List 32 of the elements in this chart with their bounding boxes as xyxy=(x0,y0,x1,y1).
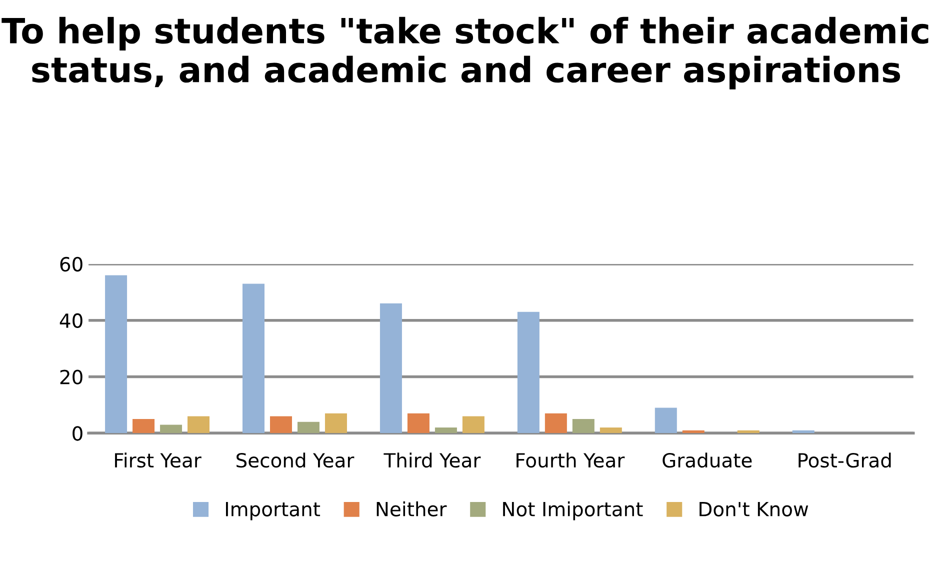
x-tick-label: First Year xyxy=(115,452,202,468)
y-tick-label: 20 xyxy=(60,370,82,384)
bar xyxy=(105,275,128,434)
bar xyxy=(188,416,210,434)
bar xyxy=(380,303,402,434)
bar xyxy=(242,284,264,434)
bar xyxy=(132,419,155,434)
y-tick-label: 0 xyxy=(72,426,82,441)
x-tick-label: Post-Grad xyxy=(798,452,891,468)
x-tick-label: Graduate xyxy=(662,452,752,468)
x-tick-label: Fourth Year xyxy=(516,452,625,468)
legend-label: Not Imiportant xyxy=(503,501,643,520)
bar xyxy=(544,413,567,434)
legend-label: Don't Know xyxy=(700,502,808,516)
bar xyxy=(462,416,484,434)
x-tick-label: Second Year xyxy=(236,452,354,468)
legend-label: Important xyxy=(226,502,320,520)
y-tick-label: 60 xyxy=(60,256,82,272)
legend-label: Neither xyxy=(376,501,447,516)
bar xyxy=(600,428,622,434)
bar xyxy=(160,424,182,434)
bar xyxy=(434,428,457,434)
x-tick-label: Third Year xyxy=(384,452,481,468)
y-tick-label: 40 xyxy=(60,313,82,328)
bar xyxy=(517,312,540,434)
chart-title: To help students "take stock" of their academic status, and academic and career aspirations xyxy=(2,16,928,90)
bar xyxy=(407,413,430,434)
bar xyxy=(297,422,320,434)
bar xyxy=(572,419,594,434)
bar xyxy=(270,416,292,434)
bar xyxy=(654,408,677,434)
bar xyxy=(324,413,347,434)
